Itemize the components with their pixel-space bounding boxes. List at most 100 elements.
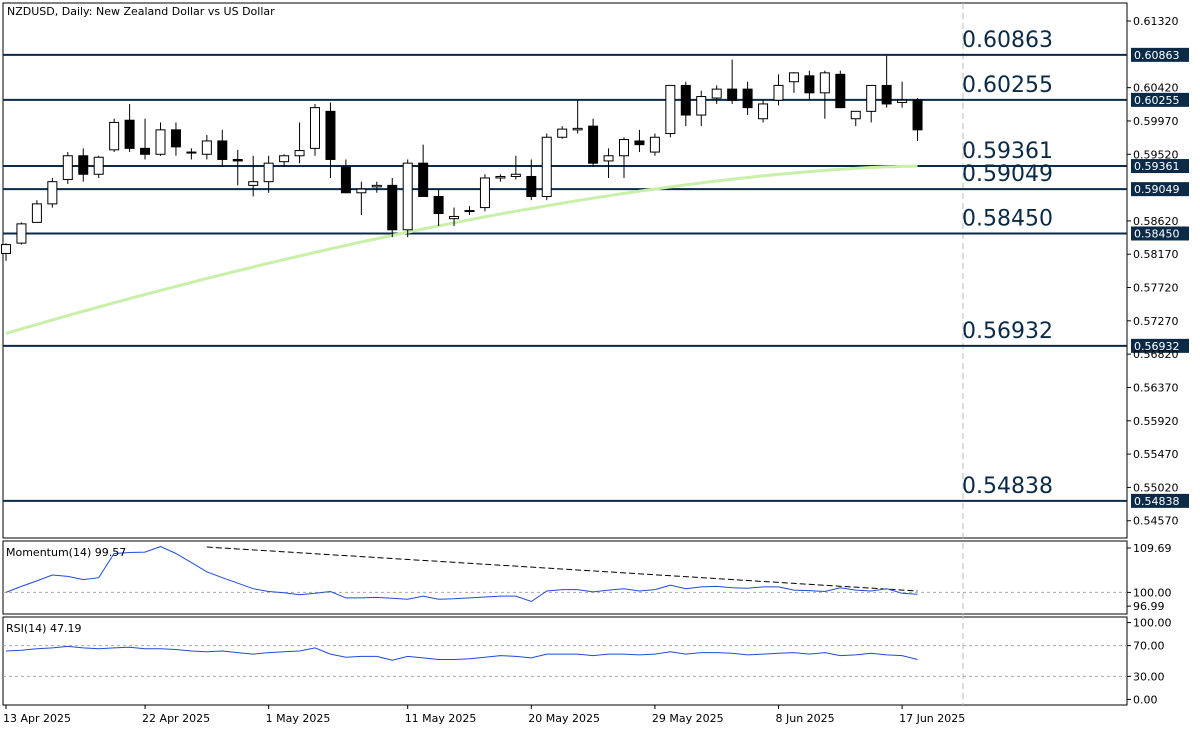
candle <box>510 155 521 180</box>
candle <box>758 100 769 123</box>
candle-body <box>742 88 753 109</box>
time-tick-label: 11 May 2025 <box>405 712 477 725</box>
candle-body <box>201 140 212 155</box>
price-tick-label: 0.57720 <box>1133 282 1179 295</box>
candle <box>572 100 583 134</box>
candle <box>310 103 320 156</box>
candle-body <box>464 210 475 213</box>
candle <box>279 154 290 167</box>
candle <box>665 84 676 138</box>
candle <box>371 181 382 193</box>
level-label: 0.58450 <box>962 206 1053 231</box>
level-price-tag <box>1131 182 1189 197</box>
level-price-tag-label: 0.60255 <box>1134 94 1180 107</box>
candle <box>588 118 599 167</box>
candle <box>124 103 135 153</box>
momentum-panel-frame <box>2 540 1128 615</box>
indicator-tick-label: 96.99 <box>1133 600 1165 613</box>
candle <box>526 159 537 201</box>
candle <box>742 81 753 116</box>
candle <box>16 222 27 245</box>
candle-body <box>665 84 676 135</box>
horizontal-levels: 0.60863 0.60863 0.60255 0.60255 0.59361 0.593… <box>3 28 1189 508</box>
indicator-tick-label: 70.00 <box>1133 640 1165 653</box>
candle-body <box>788 72 799 83</box>
candle-body <box>819 72 830 94</box>
price-tick-label: 0.58620 <box>1133 215 1179 228</box>
candle-body <box>449 215 460 220</box>
candle-body <box>433 195 444 214</box>
rsi-indicator: 100.00 70.00 30.00 0.00 <box>3 617 1172 706</box>
candle <box>649 133 660 156</box>
candle <box>109 118 120 153</box>
candle-body <box>866 84 877 112</box>
candle-body <box>263 162 274 183</box>
candle-body <box>186 151 197 154</box>
candle-body <box>649 136 660 153</box>
candle <box>912 98 923 141</box>
candle-body <box>402 162 413 231</box>
price-tick-label: 0.60420 <box>1133 82 1179 95</box>
candle <box>356 181 367 215</box>
candle <box>263 155 274 193</box>
candle-body <box>557 128 568 138</box>
candle-body <box>418 162 429 197</box>
candle <box>155 122 166 156</box>
candle <box>217 129 228 167</box>
candle <box>47 177 58 208</box>
indicator-line <box>5 546 918 603</box>
candle-body <box>155 129 166 155</box>
candle-body <box>510 173 521 177</box>
candle-body <box>526 175 537 197</box>
time-tick-label: 29 May 2025 <box>652 712 724 725</box>
candle <box>402 159 413 238</box>
candle <box>850 110 861 127</box>
candle-body <box>248 181 259 186</box>
time-tick-label: 8 Jun 2025 <box>776 712 835 725</box>
momentum-label: Momentum(14) 99.57 <box>6 546 126 559</box>
candle-body <box>62 155 73 180</box>
indicator-tick-label: 100.00 <box>1133 586 1172 599</box>
main-panel-frame <box>2 2 1128 539</box>
candle <box>727 59 738 104</box>
candle-body <box>140 147 151 155</box>
candle-body <box>588 125 599 164</box>
indicator-tick-label: 30.00 <box>1133 670 1165 683</box>
candle-body <box>696 96 707 116</box>
time-tick-label: 17 Jun 2025 <box>899 712 965 725</box>
moving-average-line <box>5 164 918 335</box>
candle <box>696 90 707 127</box>
candle <box>325 102 336 178</box>
candle <box>557 126 568 139</box>
time-tick-label: 1 May 2025 <box>266 712 331 725</box>
candle <box>788 72 799 93</box>
trend-line <box>206 546 918 592</box>
candle-body <box>78 155 89 175</box>
level-price-tag-label: 0.59361 <box>1134 160 1180 173</box>
price-tick-label: 0.55020 <box>1133 481 1179 494</box>
candle <box>170 122 181 156</box>
candle-body <box>93 156 104 175</box>
candle-body <box>170 129 181 148</box>
time-tick-label: 22 Apr 2025 <box>142 712 210 725</box>
price-tick-label: 0.59520 <box>1133 148 1179 161</box>
candle-body <box>356 188 367 194</box>
price-tick-label: 0.57270 <box>1133 315 1179 328</box>
candle-body <box>47 181 58 205</box>
candle-body <box>804 75 815 94</box>
candle-body <box>279 155 290 163</box>
candle <box>186 148 197 160</box>
indicator-tick-label: 100.00 <box>1133 617 1172 630</box>
candle-body <box>371 184 382 188</box>
candle-body <box>912 99 923 131</box>
indicator-tick-label: 0.00 <box>1133 693 1158 706</box>
candle-body <box>479 177 490 209</box>
candle <box>248 155 259 197</box>
level-price-tag <box>1131 92 1189 107</box>
candle <box>340 159 351 194</box>
candle <box>387 177 398 238</box>
time-tick-label: 20 May 2025 <box>528 712 600 725</box>
candle-body <box>387 184 398 231</box>
price-tick-label: 0.59970 <box>1133 115 1179 128</box>
